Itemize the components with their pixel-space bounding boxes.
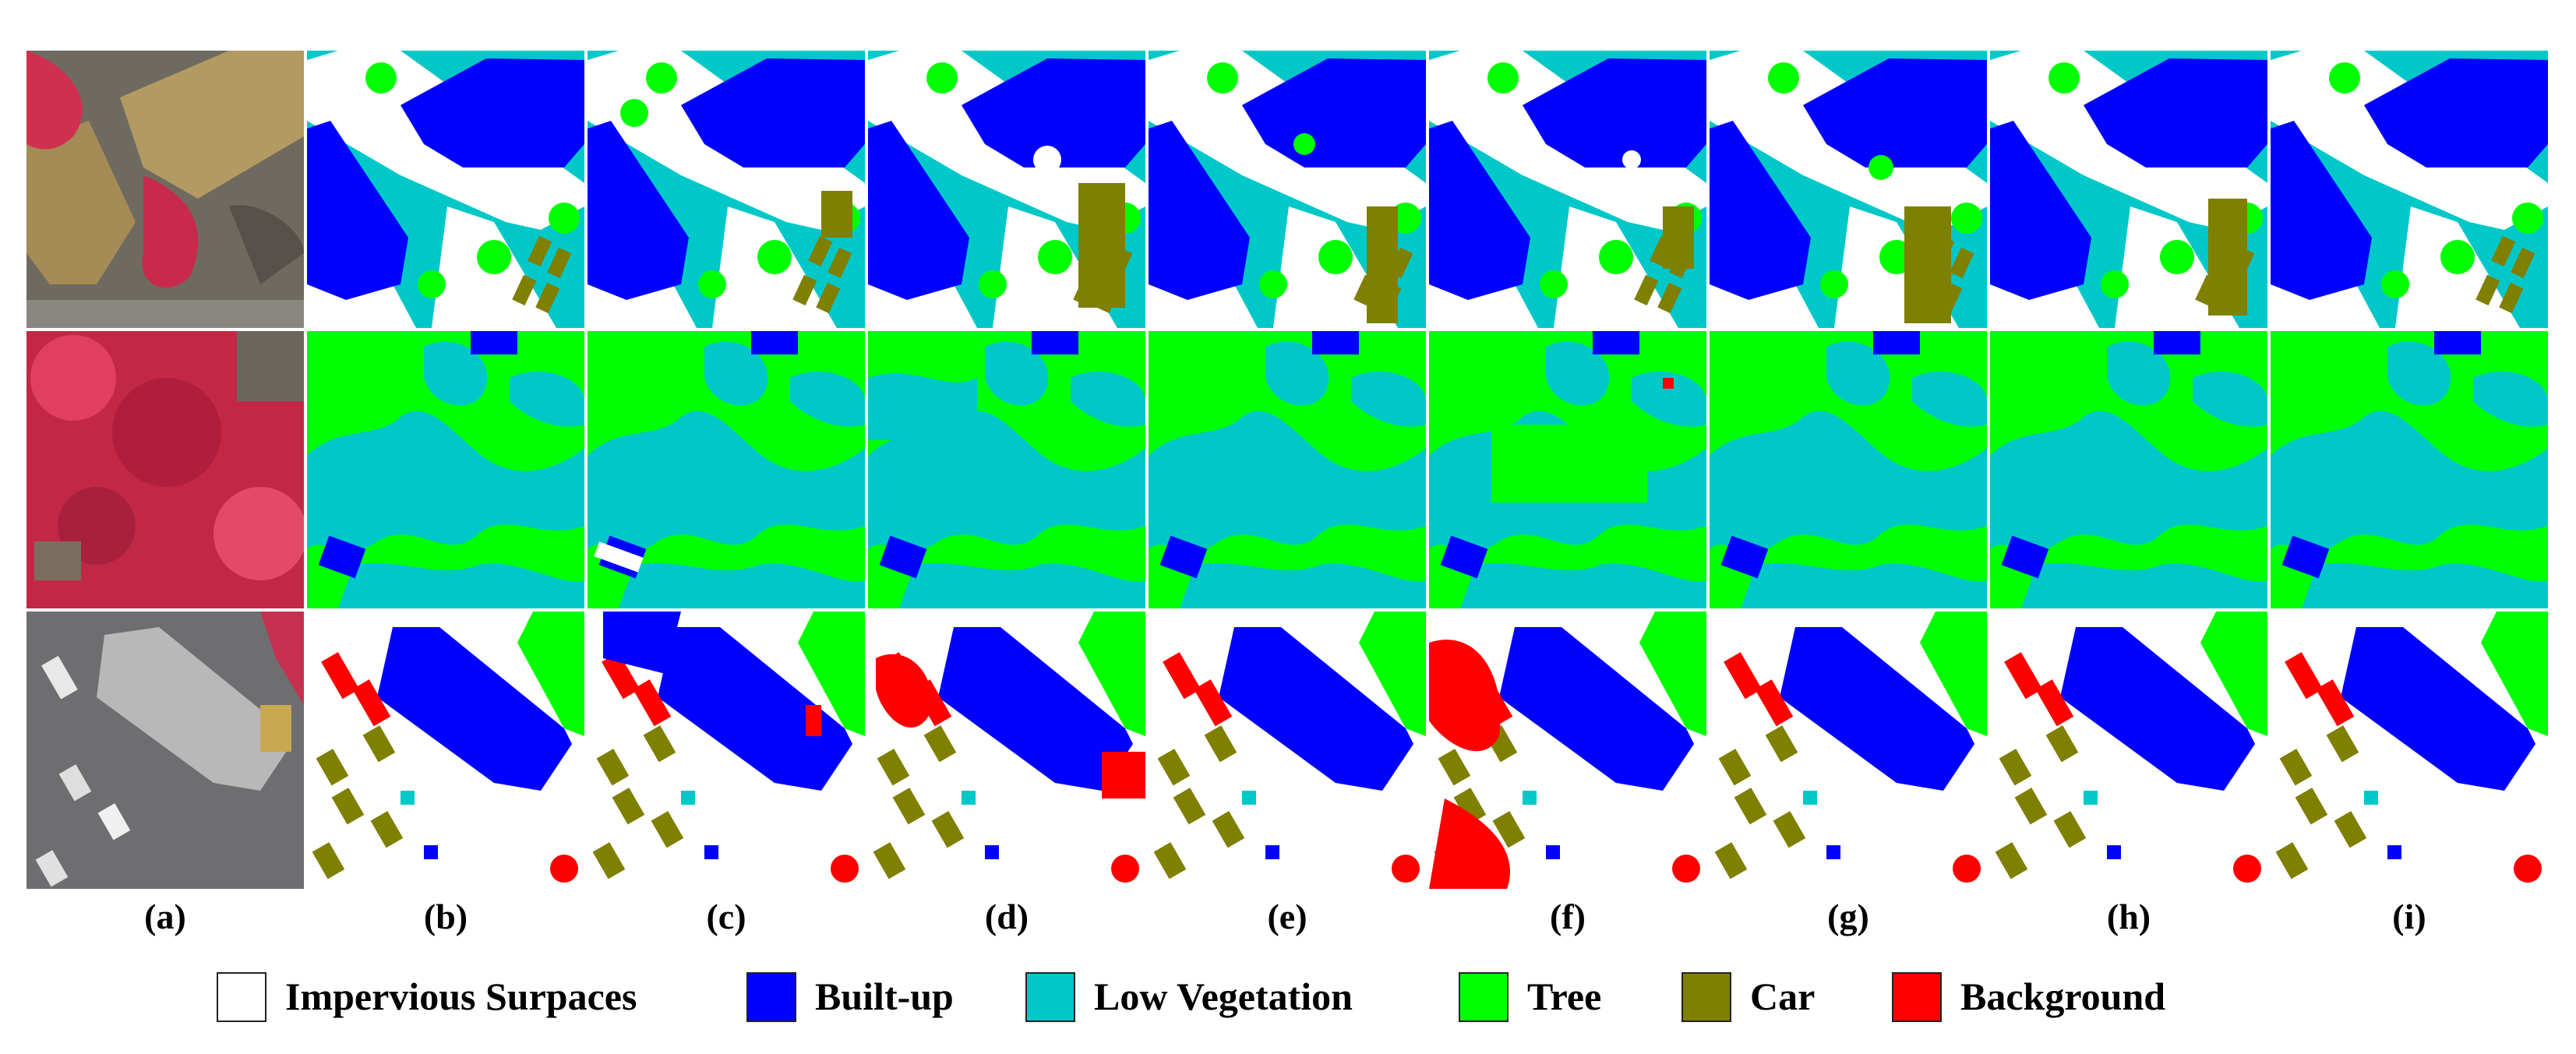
- legend-swatch-car: [1681, 972, 1731, 1022]
- prediction-b-row3: [307, 612, 584, 889]
- column-label-d: (d): [984, 897, 1029, 936]
- column-label-h: (h): [2106, 897, 2151, 936]
- column-label-c: (c): [706, 897, 746, 936]
- prediction-c-row3: [588, 612, 865, 889]
- column-label-f: (f): [1550, 897, 1586, 936]
- legend-swatch-built-up: [746, 972, 796, 1022]
- prediction-b-row1: [307, 51, 584, 328]
- column-label-g: (g): [1827, 897, 1869, 936]
- prediction-h-row3: [1990, 612, 2267, 889]
- prediction-e-row2: [1149, 331, 1426, 608]
- legend-label-impervious-surfaces: Impervious Surpaces: [285, 975, 637, 1018]
- legend-label-built-up: Built-up: [815, 975, 954, 1018]
- prediction-f-row3: [1429, 612, 1706, 889]
- prediction-h-row1: [1990, 51, 2267, 328]
- prediction-d-row1: [868, 51, 1145, 328]
- prediction-g-row2: [1710, 331, 1987, 608]
- input-image-row2: [26, 331, 304, 608]
- column-label-b: (b): [423, 897, 468, 936]
- class-legend: Impervious Surpaces Built-up Low Vegetat…: [0, 962, 2576, 1032]
- input-image-row3: [26, 612, 304, 889]
- prediction-i-row1: [2271, 51, 2548, 328]
- legend-swatch-tree: [1459, 972, 1509, 1022]
- legend-label-background: Background: [1960, 975, 2166, 1018]
- prediction-f-row1: [1429, 51, 1706, 328]
- prediction-c-row2: [588, 331, 865, 608]
- prediction-e-row3: [1149, 612, 1426, 889]
- legend-swatch-low-vegetation: [1025, 972, 1075, 1022]
- legend-swatch-impervious-surfaces: [217, 972, 266, 1022]
- prediction-i-row3: [2271, 612, 2548, 889]
- prediction-g-row1: [1710, 51, 1987, 328]
- segmentation-figure: [26, 51, 2548, 889]
- legend-label-car: Car: [1750, 975, 1816, 1018]
- column-label-i: (i): [2392, 897, 2426, 936]
- prediction-d-row2: [868, 331, 1145, 608]
- prediction-c-row1: [588, 51, 865, 328]
- legend-label-tree: Tree: [1527, 975, 1602, 1018]
- prediction-b-row2: [307, 331, 584, 608]
- input-image-row1: [26, 51, 304, 328]
- prediction-f-row2: [1429, 331, 1706, 608]
- prediction-d-row3: [868, 612, 1145, 889]
- prediction-g-row3: [1710, 612, 1987, 889]
- legend-swatch-background: [1892, 972, 1942, 1022]
- prediction-h-row2: [1990, 331, 2267, 608]
- legend-label-low-vegetation: Low Vegetation: [1094, 975, 1353, 1018]
- prediction-e-row1: [1149, 51, 1426, 328]
- column-label-a: (a): [144, 897, 186, 936]
- column-label-e: (e): [1267, 897, 1307, 936]
- prediction-i-row2: [2271, 331, 2548, 608]
